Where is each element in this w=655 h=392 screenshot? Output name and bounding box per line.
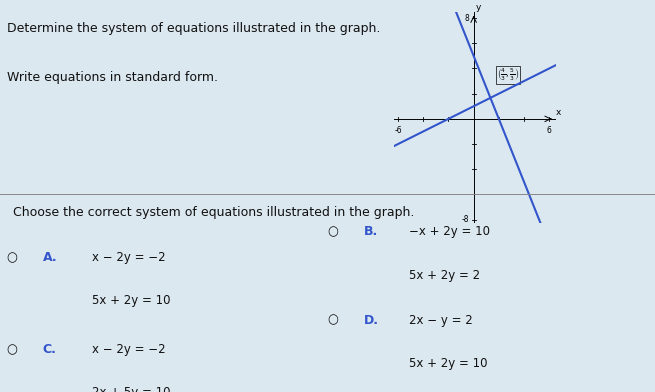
- Text: −x + 2y = 10: −x + 2y = 10: [409, 225, 491, 238]
- Text: 2x − y = 2: 2x − y = 2: [409, 314, 473, 327]
- Text: 5x + 2y = 2: 5x + 2y = 2: [409, 269, 481, 281]
- Text: x: x: [556, 108, 561, 117]
- Text: C.: C.: [43, 343, 56, 356]
- Text: A.: A.: [43, 251, 57, 264]
- Text: 6: 6: [547, 127, 552, 135]
- Text: 2x + 5y = 10: 2x + 5y = 10: [92, 386, 170, 392]
- Text: $\left(\frac{4}{3},\frac{5}{3}\right)$: $\left(\frac{4}{3},\frac{5}{3}\right)$: [496, 66, 519, 83]
- Text: 5x + 2y = 10: 5x + 2y = 10: [92, 294, 170, 307]
- Text: x − 2y = −2: x − 2y = −2: [92, 251, 165, 264]
- Text: ○: ○: [328, 225, 339, 238]
- Text: Choose the correct system of equations illustrated in the graph.: Choose the correct system of equations i…: [13, 206, 415, 219]
- Text: x − 2y = −2: x − 2y = −2: [92, 343, 165, 356]
- Text: Determine the system of equations illustrated in the graph.: Determine the system of equations illust…: [7, 22, 380, 35]
- Text: -6: -6: [394, 127, 402, 135]
- Text: ○: ○: [7, 251, 18, 264]
- Text: ○: ○: [7, 343, 18, 356]
- Text: ○: ○: [328, 314, 339, 327]
- Text: -8: -8: [462, 215, 469, 224]
- Text: y: y: [476, 3, 481, 12]
- Text: D.: D.: [364, 314, 379, 327]
- Text: Write equations in standard form.: Write equations in standard form.: [7, 71, 217, 84]
- Text: 8: 8: [464, 14, 469, 23]
- Text: B.: B.: [364, 225, 378, 238]
- Text: 5x + 2y = 10: 5x + 2y = 10: [409, 357, 488, 370]
